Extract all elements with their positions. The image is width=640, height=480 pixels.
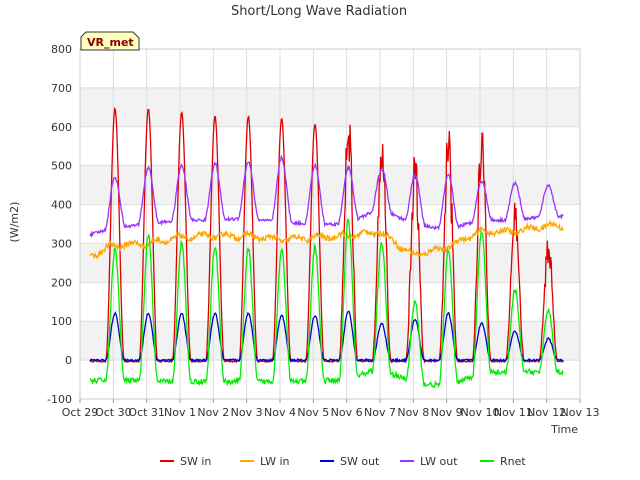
x-tick-label: Nov 8 (397, 406, 429, 419)
plot-frame (79, 48, 581, 400)
x-tick-label: Nov 5 (297, 406, 329, 419)
y-tick-label: 300 (51, 237, 72, 250)
y-axis-ticks: -100 0 100 200 300 400 500 600 700 800 (47, 43, 72, 406)
station-tag-label: VR_met (87, 36, 134, 49)
x-tick-label: Nov 11 (494, 406, 533, 419)
x-tick-label: Nov 1 (164, 406, 196, 419)
y-tick-label: 700 (51, 82, 72, 95)
plot-background (80, 49, 580, 399)
x-tick-label: Nov 6 (331, 406, 363, 419)
y-tick-label: 200 (51, 276, 72, 289)
y-axis-label: (W/m2) (8, 202, 21, 243)
series-line-lw_out (89, 154, 564, 239)
y-tick-label: 400 (51, 199, 72, 212)
x-tick-label: Oct 31 (128, 406, 165, 419)
plot-band (80, 165, 580, 205)
series-line-rnet (89, 218, 564, 389)
plot-band (80, 243, 580, 283)
series-line-sw_out (89, 310, 564, 364)
series-lines (89, 107, 564, 389)
x-tick-label: Nov 7 (364, 406, 396, 419)
x-axis-label: Time (550, 423, 578, 436)
y-tick-label: 500 (51, 160, 72, 173)
legend-label-rnet: Rnet (500, 455, 526, 468)
y-tick-label: 100 (51, 315, 72, 328)
x-tick-label: Nov 13 (561, 406, 600, 419)
chart-title: Short/Long Wave Radiation (231, 4, 407, 19)
legend-label-sw_out: SW out (340, 455, 380, 468)
x-tick-label: Nov 9 (431, 406, 463, 419)
y-tick-label: 0 (65, 354, 72, 367)
x-tick-label: Nov 10 (461, 406, 500, 419)
y-tick-label: 600 (51, 121, 72, 134)
legend-label-lw_in: LW in (260, 455, 290, 468)
plot-band (80, 321, 580, 361)
x-tick-label: Oct 30 (95, 406, 132, 419)
x-tick-label: Nov 2 (197, 406, 229, 419)
legend-label-lw_out: LW out (420, 455, 458, 468)
plot-band (80, 87, 580, 127)
series-line-lw_in (89, 219, 564, 260)
y-tick-label: 800 (51, 43, 72, 56)
legend-label-sw_in: SW in (180, 455, 211, 468)
x-tick-label: Nov 12 (527, 406, 566, 419)
station-tag: VR_met (80, 31, 140, 51)
x-tick-label: Nov 4 (264, 406, 296, 419)
y-tick-label: -100 (47, 393, 72, 406)
legend: SW in LW in SW out LW out Rnet (160, 455, 526, 468)
x-tick-label: Nov 3 (231, 406, 263, 419)
x-tick-label: Oct 29 (62, 406, 99, 419)
